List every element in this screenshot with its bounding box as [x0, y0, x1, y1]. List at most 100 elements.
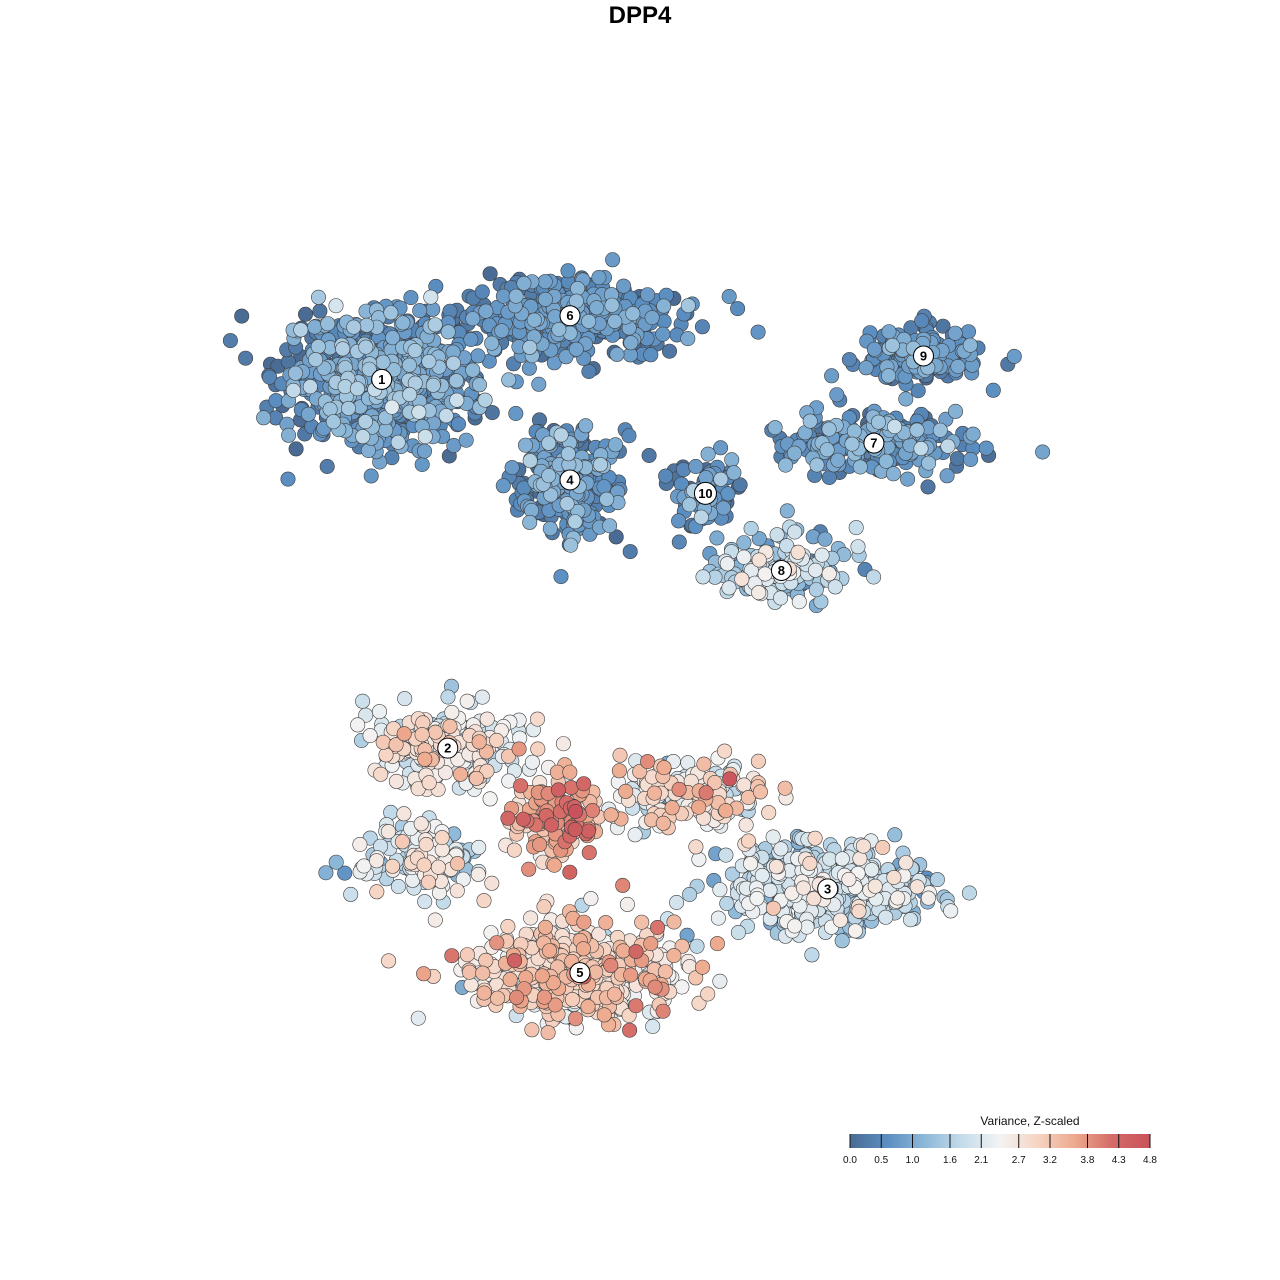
cell-point	[490, 990, 506, 1006]
cell-point	[340, 400, 356, 416]
cell-point	[417, 894, 433, 910]
cell-point	[589, 300, 605, 316]
cell-point	[878, 909, 894, 925]
cell-point	[543, 817, 559, 833]
cell-point	[411, 404, 427, 420]
cell-point	[655, 815, 671, 831]
cell-point	[898, 391, 914, 407]
cell-point	[468, 770, 484, 786]
cell-point	[671, 534, 687, 550]
cell-point	[396, 806, 412, 822]
cell-point	[773, 590, 789, 606]
cell-point	[412, 303, 428, 319]
cell-point	[421, 353, 437, 369]
cell-point	[765, 829, 781, 845]
cell-point	[402, 386, 418, 402]
cell-point	[608, 529, 624, 545]
cell-point	[262, 369, 278, 385]
cell-point	[494, 323, 510, 339]
cell-point	[643, 936, 659, 952]
cell-point	[551, 321, 567, 337]
cell-point	[359, 317, 375, 333]
cell-point	[649, 919, 665, 935]
cell-point	[459, 947, 475, 963]
cell-point	[806, 891, 822, 907]
cell-point	[821, 421, 837, 437]
cell-point	[444, 948, 460, 964]
cell-point	[325, 414, 341, 430]
cell-point	[343, 886, 359, 902]
cell-point	[943, 903, 959, 919]
cell-point	[921, 455, 937, 471]
cell-point	[821, 566, 837, 582]
cell-point	[623, 967, 639, 983]
cell-point	[522, 514, 538, 530]
cell-point	[712, 882, 728, 898]
cell-point	[743, 856, 759, 872]
cell-point	[751, 552, 767, 568]
legend-tick-label: 0.5	[874, 1155, 888, 1166]
cell-point	[767, 420, 783, 436]
cell-point	[352, 836, 368, 852]
cell-point	[939, 468, 955, 484]
cell-point	[568, 341, 584, 357]
cell-point	[675, 462, 691, 478]
cell-point	[693, 509, 709, 525]
cell-point	[423, 289, 439, 305]
cell-point	[615, 943, 631, 959]
cell-point	[965, 426, 981, 442]
cell-point	[724, 866, 740, 882]
cell-point	[615, 877, 631, 893]
cluster-label-3: 3	[817, 878, 839, 900]
cell-point	[682, 886, 698, 902]
cluster-label-1: 1	[371, 368, 393, 390]
cell-point	[420, 874, 436, 890]
cell-point	[978, 440, 994, 456]
cell-point	[395, 315, 411, 331]
cell-point	[603, 957, 619, 973]
cell-point	[591, 269, 607, 285]
cell-point	[661, 343, 677, 359]
cell-point	[508, 405, 524, 421]
cell-point	[718, 803, 734, 819]
cell-point	[605, 252, 621, 268]
cell-point	[238, 350, 254, 366]
cell-point	[611, 763, 627, 779]
legend-tick-label: 2.1	[974, 1155, 988, 1166]
cell-point	[385, 330, 401, 346]
cell-point	[222, 333, 238, 349]
cell-point	[866, 569, 882, 585]
cell-point	[689, 938, 705, 954]
cell-point	[640, 754, 656, 770]
cell-point	[567, 821, 583, 837]
cell-point	[963, 451, 979, 467]
cell-point	[734, 571, 750, 587]
cell-point	[726, 465, 742, 481]
cell-point	[719, 556, 735, 572]
cell-point	[749, 890, 765, 906]
cell-point	[688, 970, 704, 986]
cell-point	[736, 535, 752, 551]
cell-point	[500, 918, 516, 934]
cell-point	[318, 865, 334, 881]
cell-point	[516, 275, 532, 291]
cell-point	[476, 893, 492, 909]
cell-point	[808, 582, 824, 598]
cell-point	[322, 401, 338, 417]
cell-point	[357, 414, 373, 430]
cluster-label-4: 4	[559, 469, 581, 491]
cell-point	[902, 912, 918, 928]
cell-point	[281, 427, 297, 443]
cell-point	[870, 414, 886, 430]
cell-point	[886, 869, 902, 885]
cell-point	[482, 791, 498, 807]
cell-point	[534, 968, 550, 984]
cell-point	[664, 800, 680, 816]
cell-point	[644, 310, 660, 326]
cell-point	[881, 368, 897, 384]
cell-point	[319, 458, 335, 474]
cell-point	[634, 914, 650, 930]
cell-point	[920, 890, 936, 906]
cell-point	[722, 771, 738, 787]
cell-point	[852, 459, 868, 475]
